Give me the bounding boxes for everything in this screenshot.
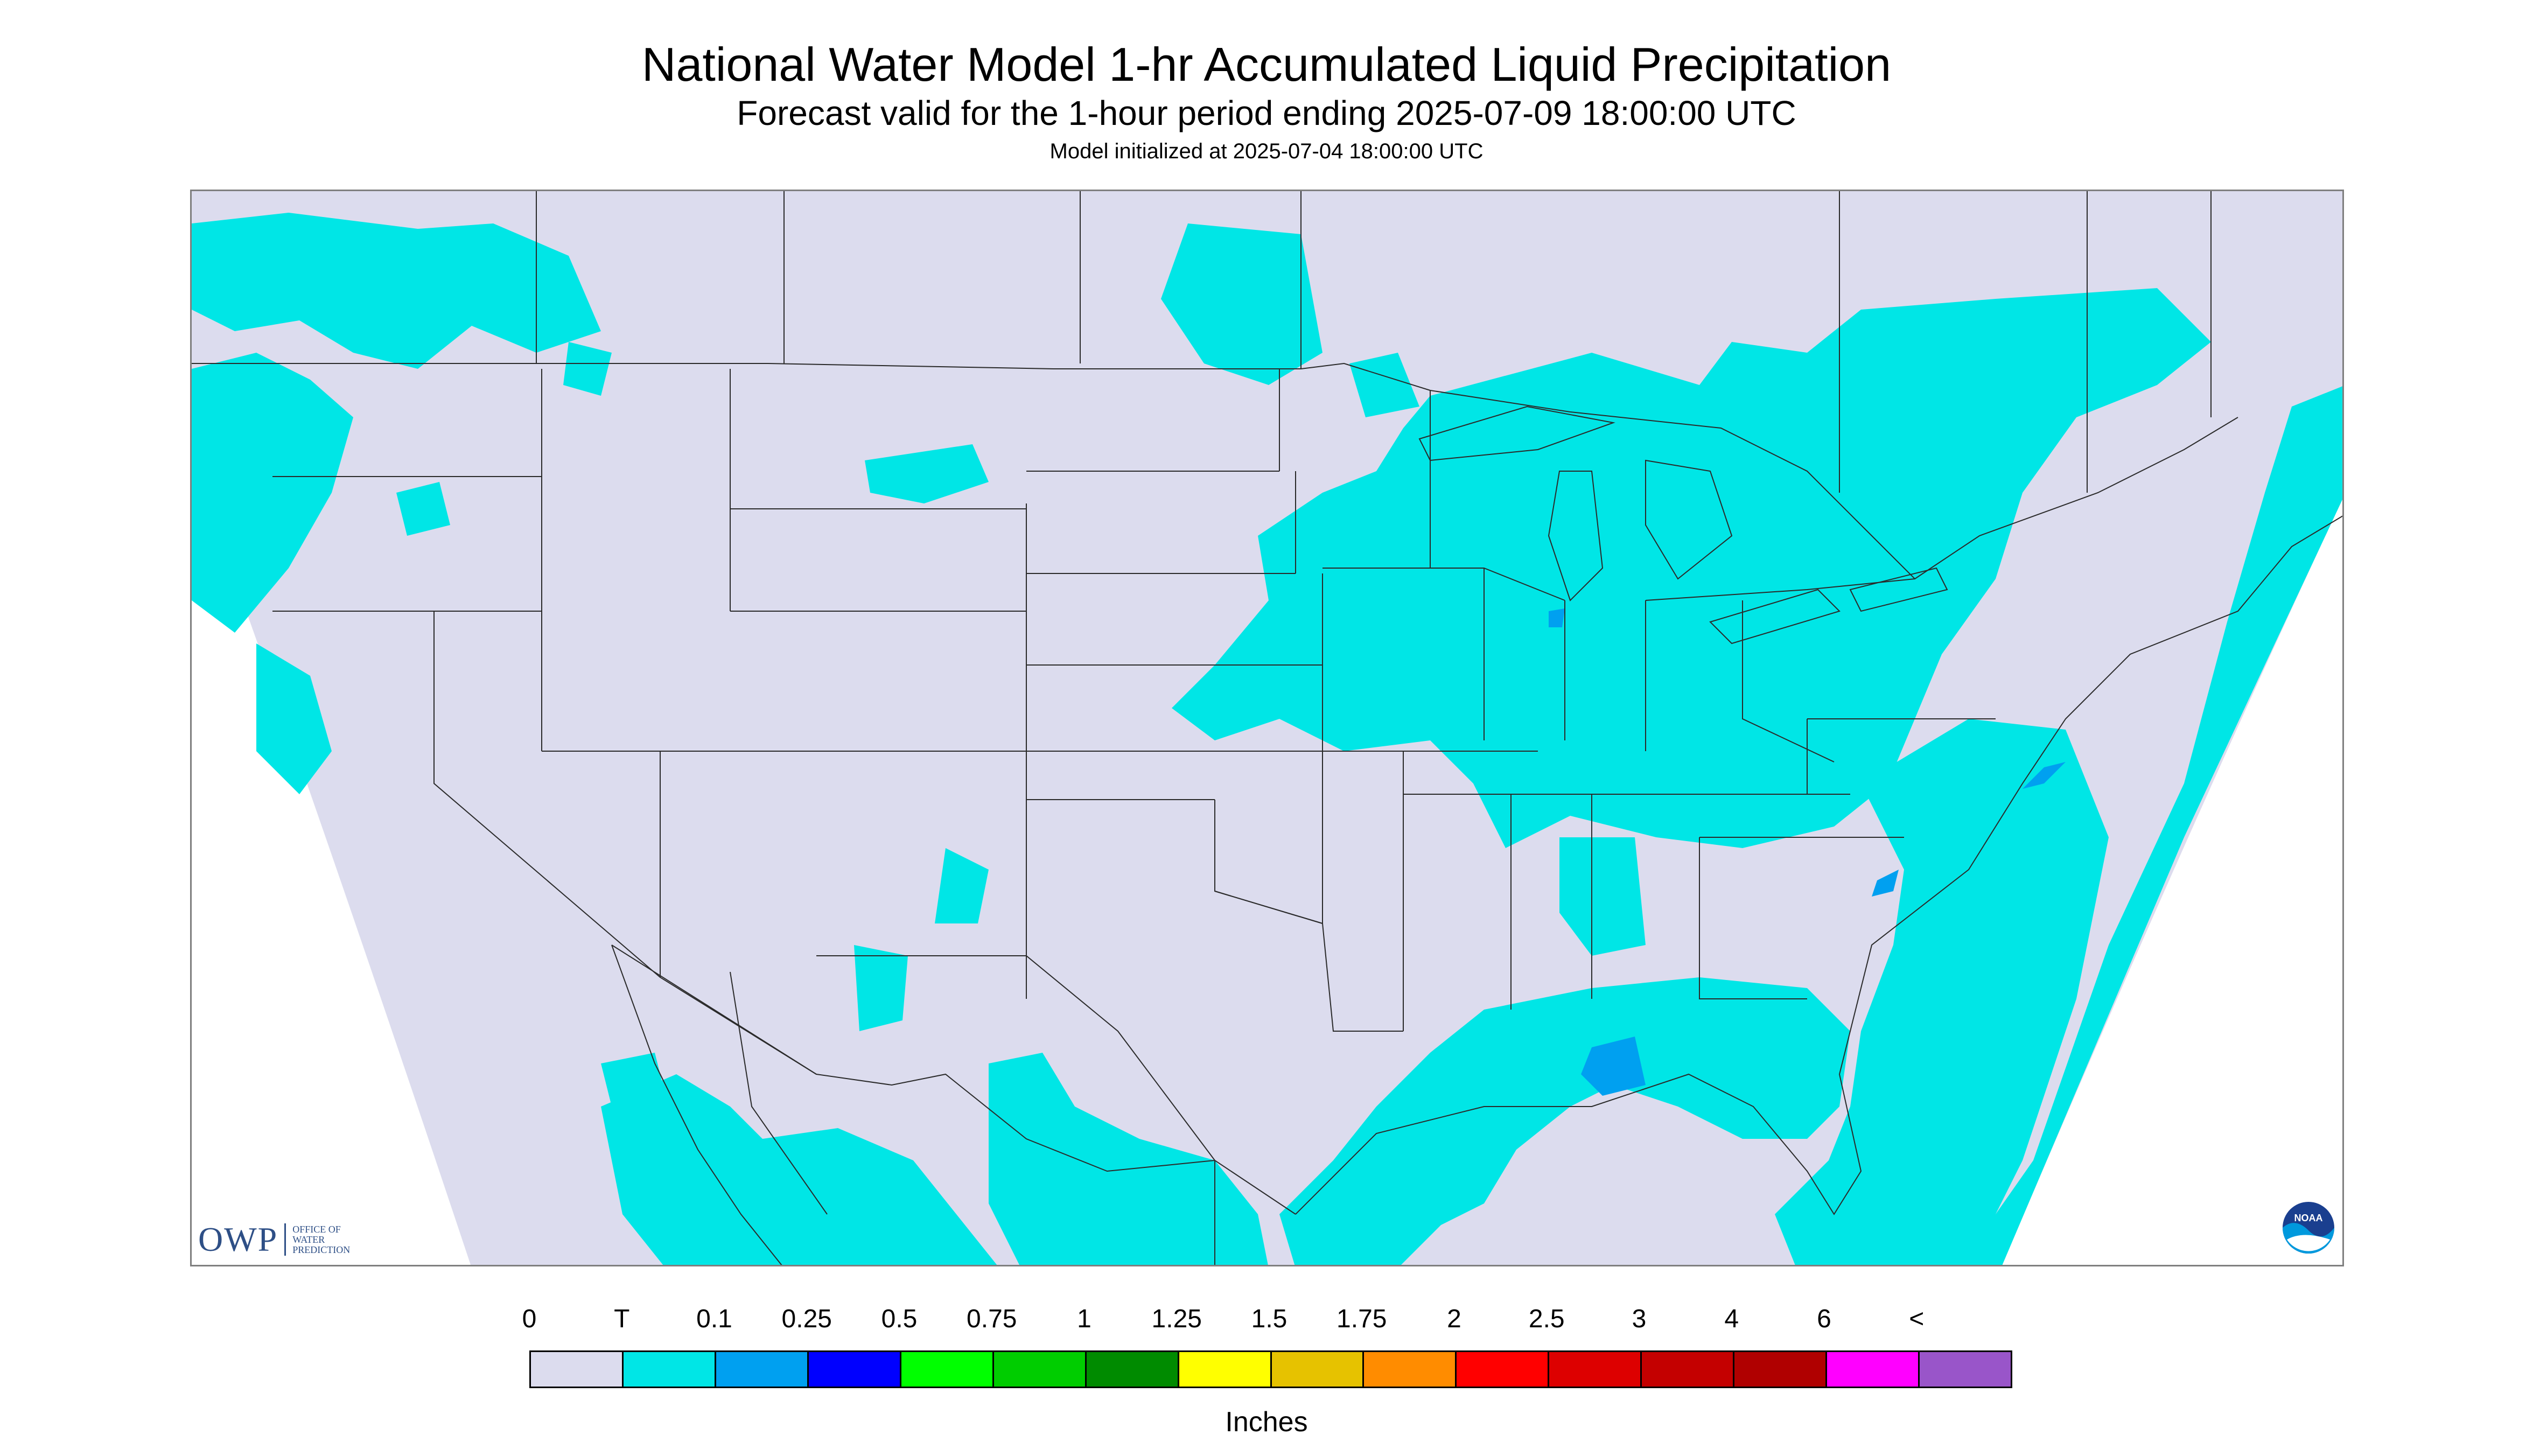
- owp-logo-divider: [284, 1223, 286, 1256]
- legend-swatch: [1179, 1352, 1272, 1387]
- owp-logo-text: OWP: [198, 1220, 278, 1258]
- legend-label: <: [1909, 1305, 1925, 1333]
- legend-label: 2: [1447, 1305, 1461, 1333]
- legend-swatch: [1457, 1352, 1550, 1387]
- legend-label: 1.25: [1151, 1305, 1202, 1333]
- legend-label: 0.1: [696, 1305, 732, 1333]
- legend-swatch: [1549, 1352, 1642, 1387]
- legend-label: 6: [1817, 1305, 1831, 1333]
- precipitation-map[interactable]: [190, 190, 2344, 1266]
- legend-label: 1: [1077, 1305, 1091, 1333]
- legend-units: Inches: [1225, 1406, 1308, 1438]
- legend-swatch: [1086, 1352, 1179, 1387]
- legend-label: 4: [1724, 1305, 1739, 1333]
- legend-swatch: [1827, 1352, 1920, 1387]
- map-title: National Water Model 1-hr Accumulated Li…: [641, 38, 1892, 91]
- legend-label: 0.25: [781, 1305, 832, 1333]
- legend-label: 0: [522, 1305, 537, 1333]
- legend-swatch: [1271, 1352, 1365, 1387]
- legend-label: 1.75: [1337, 1305, 1387, 1333]
- legend-swatch: [623, 1352, 716, 1387]
- legend-swatch: [901, 1352, 994, 1387]
- legend-swatch: [1734, 1352, 1828, 1387]
- legend-swatch: [808, 1352, 901, 1387]
- legend-label: T: [614, 1305, 630, 1333]
- legend-label: 3: [1632, 1305, 1647, 1333]
- noaa-logo-text: NOAA: [2294, 1213, 2323, 1223]
- heavier-precipitation-areas: [1549, 608, 2066, 1096]
- noaa-logo-icon: NOAA: [2283, 1202, 2334, 1254]
- legend-swatch: [1642, 1352, 1735, 1387]
- legend-label: 0.5: [881, 1305, 918, 1333]
- legend-swatch: [1364, 1352, 1457, 1387]
- legend-label: 2.5: [1528, 1305, 1565, 1333]
- precipitation-areas: [192, 213, 2342, 1265]
- legend-swatch: [993, 1352, 1087, 1387]
- legend-label: 1.5: [1251, 1305, 1288, 1333]
- legend-color-bar: [529, 1350, 2012, 1388]
- owp-logo: OWP OFFICE OF WATER PREDICTION: [198, 1218, 350, 1261]
- legend-label: 0.75: [967, 1305, 1017, 1333]
- legend-labels: 0 T 0.1 0.25 0.5 0.75 1 1.25 1.5 1.75 2 2.5 3 4 6 <: [522, 1303, 2016, 1341]
- legend-swatch: [716, 1352, 809, 1387]
- legend-swatch: [531, 1352, 624, 1387]
- legend-swatch: [1920, 1352, 2011, 1387]
- map-subtitle: Forecast valid for the 1-hour period end…: [737, 94, 1796, 132]
- owp-logo-subtext: OFFICE OF WATER PREDICTION: [292, 1223, 351, 1255]
- political-boundaries: [192, 191, 2342, 1265]
- model-init-time: Model initialized at 2025-07-04 18:00:00…: [1049, 139, 1484, 163]
